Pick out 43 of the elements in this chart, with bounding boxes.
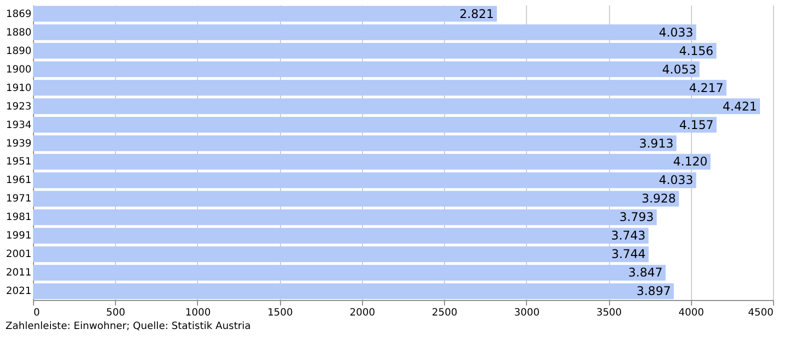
- y-tick-label: 1900: [6, 64, 32, 76]
- text: Zahlenleiste: Einwohner; Quelle: Statistik Austria: [6, 321, 251, 332]
- y-tick-label: 1991: [6, 230, 32, 242]
- y-tick-label: 1923: [6, 101, 32, 112]
- data-label: 3.928: [642, 192, 676, 206]
- y-tick-label: 1961: [6, 175, 32, 186]
- y-tick-label: 1981: [6, 212, 32, 224]
- x-tick-label: 4500: [748, 308, 774, 318]
- data-label: 3.913: [639, 136, 674, 150]
- y-tick-label: 2011: [6, 268, 32, 279]
- x-tick-label: 3000: [514, 308, 540, 318]
- data-label: 4.156: [679, 44, 714, 58]
- data-label: 4.033: [658, 25, 694, 40]
- x-tick-label: 3500: [596, 308, 622, 318]
- x-tick-label: 1000: [185, 308, 211, 318]
- data-label: 2.821: [460, 6, 494, 21]
- data-label: 3.897: [636, 284, 671, 298]
- x-tick-label: 0: [34, 308, 40, 318]
- data-label: 3.743: [611, 228, 646, 243]
- data-label: 4.157: [679, 118, 714, 132]
- data-label: 4.120: [673, 154, 708, 169]
- data-label: 4.053: [662, 62, 696, 76]
- x-tick-label: 1500: [267, 308, 293, 318]
- y-tick-label: 1869: [6, 8, 32, 20]
- data-label: 3.744: [611, 247, 646, 262]
- x-tick-label: 500: [106, 308, 126, 318]
- y-tick-label: 1939: [6, 138, 32, 150]
- data-label: 3.847: [628, 266, 663, 280]
- x-tick-label: 4000: [678, 308, 704, 318]
- data-label: 4.033: [658, 173, 694, 188]
- y-tick-label: 1880: [6, 27, 32, 38]
- data-label: 4.217: [689, 80, 724, 95]
- y-tick-label: 1971: [6, 194, 32, 205]
- y-tick-label: 1951: [6, 156, 32, 168]
- y-tick-label: 1890: [6, 46, 32, 57]
- x-tick-label: 2000: [350, 308, 376, 318]
- y-tick-label: 2001: [6, 249, 32, 260]
- data-label: 3.793: [619, 210, 654, 224]
- y-tick-label: 2021: [6, 286, 32, 298]
- y-tick-label: 1934: [6, 120, 32, 131]
- data-label: 4.421: [722, 99, 758, 114]
- x-tick-label: 2500: [432, 308, 458, 318]
- y-tick-label: 1910: [6, 82, 32, 94]
